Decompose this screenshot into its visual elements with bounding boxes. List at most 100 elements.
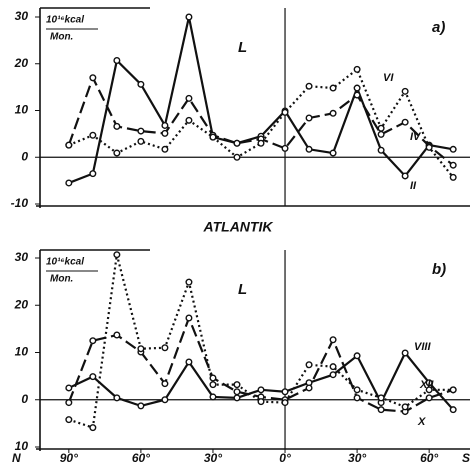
- x-tick-label: 30°: [204, 451, 222, 465]
- y-tick-label: 0: [21, 392, 28, 406]
- panel-label: b): [432, 261, 446, 278]
- data-point: [113, 56, 121, 64]
- data-point: [209, 393, 217, 401]
- data-point: [425, 386, 433, 394]
- data-point: [185, 278, 193, 286]
- data-point: [449, 386, 457, 394]
- data-point: [329, 336, 337, 344]
- data-point: [89, 170, 97, 178]
- data-point: [137, 80, 145, 88]
- data-point: [89, 424, 97, 432]
- data-point: [89, 337, 97, 345]
- data-point: [257, 386, 265, 394]
- data-point: [377, 130, 385, 138]
- annotation: L: [238, 39, 247, 56]
- data-point: [281, 108, 289, 116]
- unit-label: 10¹⁶kcal: [46, 257, 84, 268]
- x-end-label: S: [462, 451, 470, 465]
- data-point: [113, 251, 121, 259]
- series-line: [67, 74, 454, 167]
- y-tick-label: -10: [11, 196, 29, 210]
- y-tick-label: 20: [14, 297, 29, 311]
- caption: ATLANTIK: [203, 219, 274, 235]
- series-label: VI: [383, 72, 394, 84]
- panel-label: a): [432, 19, 445, 36]
- data-point: [401, 118, 409, 126]
- data-point: [257, 398, 265, 406]
- data-point: [65, 399, 73, 407]
- data-point: [161, 344, 169, 352]
- x-tick-label: 60°: [420, 451, 438, 465]
- data-point: [401, 403, 409, 411]
- data-point: [377, 406, 385, 414]
- data-point: [89, 74, 97, 82]
- data-point: [401, 349, 409, 357]
- y-tick-label: 10: [15, 439, 29, 453]
- annotation: L: [238, 281, 247, 298]
- data-point: [161, 145, 169, 153]
- series-line: [68, 16, 454, 184]
- data-point: [305, 114, 313, 122]
- data-point: [65, 141, 73, 149]
- data-point: [329, 371, 337, 379]
- data-point: [449, 161, 457, 169]
- data-point: [329, 109, 337, 117]
- data-point: [185, 13, 193, 21]
- data-point: [113, 122, 121, 130]
- data-point: [353, 91, 361, 99]
- data-point: [353, 84, 361, 92]
- data-point: [185, 314, 193, 322]
- data-point: [185, 116, 193, 124]
- data-point: [305, 145, 313, 153]
- data-point: [353, 65, 361, 73]
- data-point: [65, 416, 73, 424]
- data-point: [89, 131, 97, 139]
- data-point: [377, 146, 385, 154]
- data-point: [425, 379, 433, 387]
- x-tick-label: 90°: [60, 451, 78, 465]
- data-point: [449, 145, 457, 153]
- unit-label: 10¹⁶kcal: [46, 15, 84, 26]
- data-point: [401, 87, 409, 95]
- data-point: [377, 124, 385, 132]
- data-point: [137, 127, 145, 135]
- data-point: [233, 381, 241, 389]
- y-tick-label: 20: [14, 56, 29, 70]
- data-point: [305, 361, 313, 369]
- data-point: [377, 394, 385, 402]
- y-tick-label: 10: [15, 103, 29, 117]
- data-point: [425, 143, 433, 151]
- data-point: [305, 82, 313, 90]
- data-point: [449, 173, 457, 181]
- data-point: [281, 144, 289, 152]
- x-tick-label: 0°: [279, 451, 291, 465]
- data-point: [305, 384, 313, 392]
- data-point: [329, 84, 337, 92]
- y-tick-label: 10: [15, 345, 29, 359]
- series-label: VIII: [414, 341, 431, 353]
- data-point: [113, 149, 121, 157]
- data-point: [137, 402, 145, 410]
- data-point: [161, 121, 169, 129]
- series-label: IV: [410, 131, 422, 143]
- unit-label: Mon.: [50, 32, 73, 43]
- data-point: [329, 149, 337, 157]
- data-point: [185, 94, 193, 102]
- data-point: [401, 172, 409, 180]
- series-line: [68, 67, 455, 179]
- data-point: [137, 345, 145, 353]
- data-point: [233, 394, 241, 402]
- data-point: [353, 386, 361, 394]
- data-point: [425, 394, 433, 402]
- data-point: [185, 358, 193, 366]
- data-point: [65, 384, 73, 392]
- series-label: X: [417, 416, 426, 428]
- data-point: [209, 133, 217, 141]
- data-point: [161, 396, 169, 404]
- y-tick-label: 30: [15, 9, 29, 23]
- data-point: [353, 352, 361, 360]
- data-point: [65, 179, 73, 187]
- y-tick-label: 30: [15, 250, 29, 264]
- data-point: [113, 394, 121, 402]
